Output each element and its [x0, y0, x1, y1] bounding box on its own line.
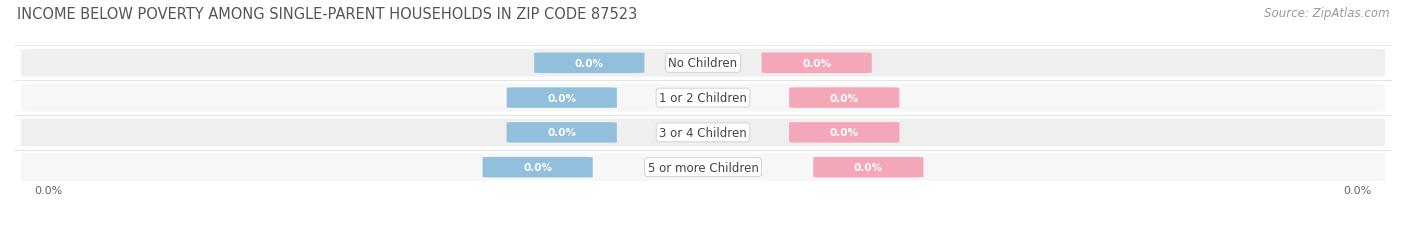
FancyBboxPatch shape [534, 53, 644, 74]
Text: 5 or more Children: 5 or more Children [648, 161, 758, 174]
FancyBboxPatch shape [21, 154, 1385, 181]
Text: 0.0%: 0.0% [547, 128, 576, 138]
FancyBboxPatch shape [21, 50, 1385, 77]
Text: 1 or 2 Children: 1 or 2 Children [659, 92, 747, 105]
Text: 0.0%: 0.0% [853, 162, 883, 173]
FancyBboxPatch shape [506, 123, 617, 143]
Text: Source: ZipAtlas.com: Source: ZipAtlas.com [1264, 7, 1389, 20]
Text: No Children: No Children [668, 57, 738, 70]
Text: 0.0%: 0.0% [547, 93, 576, 103]
Text: 0.0%: 0.0% [803, 58, 831, 69]
FancyBboxPatch shape [482, 157, 593, 178]
Text: 0.0%: 0.0% [35, 185, 63, 195]
Text: 0.0%: 0.0% [830, 93, 859, 103]
FancyBboxPatch shape [21, 119, 1385, 147]
Text: 0.0%: 0.0% [1343, 185, 1371, 195]
Text: 0.0%: 0.0% [575, 58, 603, 69]
Text: 0.0%: 0.0% [830, 128, 859, 138]
FancyBboxPatch shape [506, 88, 617, 108]
Text: 3 or 4 Children: 3 or 4 Children [659, 126, 747, 139]
Text: 0.0%: 0.0% [523, 162, 553, 173]
FancyBboxPatch shape [813, 157, 924, 178]
FancyBboxPatch shape [762, 53, 872, 74]
FancyBboxPatch shape [789, 123, 900, 143]
FancyBboxPatch shape [789, 88, 900, 108]
Text: INCOME BELOW POVERTY AMONG SINGLE-PARENT HOUSEHOLDS IN ZIP CODE 87523: INCOME BELOW POVERTY AMONG SINGLE-PARENT… [17, 7, 637, 22]
FancyBboxPatch shape [21, 84, 1385, 112]
